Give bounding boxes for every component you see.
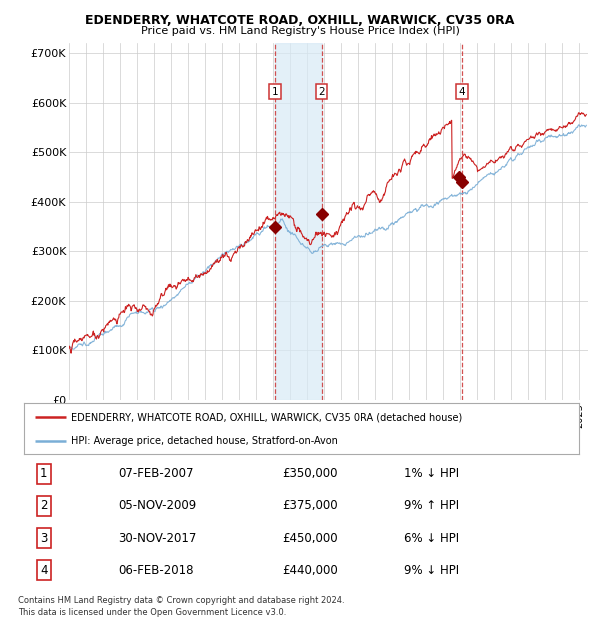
Text: 1: 1 [272, 87, 278, 97]
Text: Contains HM Land Registry data © Crown copyright and database right 2024.: Contains HM Land Registry data © Crown c… [18, 596, 344, 606]
Text: £350,000: £350,000 [283, 467, 338, 481]
Text: 30-NOV-2017: 30-NOV-2017 [119, 531, 197, 544]
Text: 2: 2 [40, 500, 47, 512]
Text: Price paid vs. HM Land Registry's House Price Index (HPI): Price paid vs. HM Land Registry's House … [140, 26, 460, 36]
Text: 2: 2 [319, 87, 325, 97]
Text: EDENDERRY, WHATCOTE ROAD, OXHILL, WARWICK, CV35 0RA (detached house): EDENDERRY, WHATCOTE ROAD, OXHILL, WARWIC… [71, 412, 463, 422]
Text: 3: 3 [40, 531, 47, 544]
Text: 6% ↓ HPI: 6% ↓ HPI [404, 531, 459, 544]
Text: HPI: Average price, detached house, Stratford-on-Avon: HPI: Average price, detached house, Stra… [71, 436, 338, 446]
Text: £375,000: £375,000 [283, 500, 338, 512]
Text: 06-FEB-2018: 06-FEB-2018 [119, 564, 194, 577]
Text: This data is licensed under the Open Government Licence v3.0.: This data is licensed under the Open Gov… [18, 608, 286, 617]
Text: 4: 4 [40, 564, 47, 577]
Text: 1% ↓ HPI: 1% ↓ HPI [404, 467, 459, 481]
Text: 1: 1 [40, 467, 47, 481]
Text: 05-NOV-2009: 05-NOV-2009 [119, 500, 197, 512]
Text: £440,000: £440,000 [283, 564, 338, 577]
Bar [275, 43, 322, 400]
Text: 9% ↑ HPI: 9% ↑ HPI [404, 500, 459, 512]
Text: EDENDERRY, WHATCOTE ROAD, OXHILL, WARWICK, CV35 0RA: EDENDERRY, WHATCOTE ROAD, OXHILL, WARWIC… [85, 14, 515, 27]
Text: 4: 4 [459, 87, 466, 97]
Text: 9% ↓ HPI: 9% ↓ HPI [404, 564, 459, 577]
Text: £450,000: £450,000 [283, 531, 338, 544]
Text: 07-FEB-2007: 07-FEB-2007 [119, 467, 194, 481]
